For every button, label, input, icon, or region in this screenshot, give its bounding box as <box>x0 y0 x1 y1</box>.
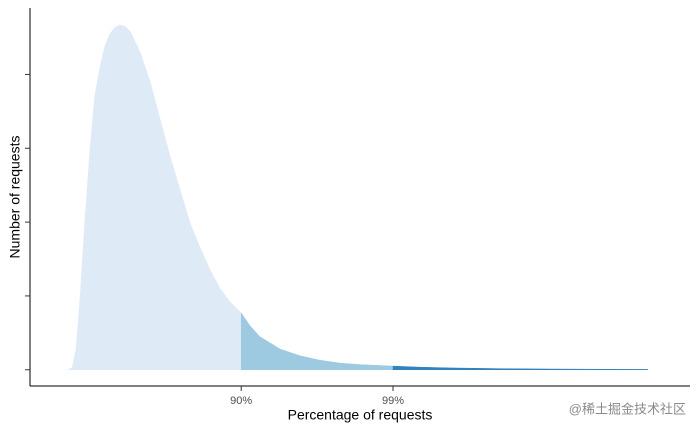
area <box>392 365 649 371</box>
area <box>240 312 394 371</box>
x-tick-label: 99% <box>382 395 404 407</box>
x-axis-title: Percentage of requests <box>288 407 433 423</box>
y-axis-title: Number of requests <box>7 136 23 259</box>
area <box>67 24 242 371</box>
x-tick-label: 90% <box>230 395 252 407</box>
watermark: @稀土掘金技术社区 <box>569 401 686 416</box>
